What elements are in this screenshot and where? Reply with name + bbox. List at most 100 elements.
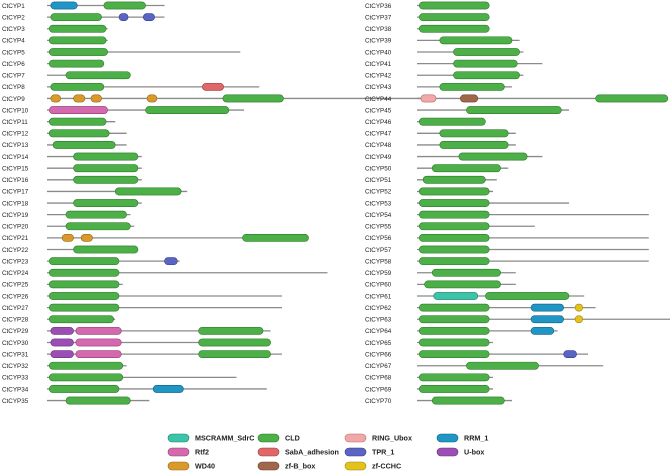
gene-label: CtCYP36 [365, 3, 392, 10]
domain-rrm-1 [530, 326, 555, 335]
gene-label: CtCYP1 [2, 3, 25, 10]
domain-u-box [50, 350, 74, 358]
domain-cld [458, 152, 528, 161]
gene-label: CtCYP68 [365, 375, 392, 382]
gene-label: CtCYP19 [2, 212, 29, 219]
gene-label: CtCYP64 [365, 328, 392, 335]
gene-label: CtCYP45 [365, 107, 392, 114]
gene-row: CtCYP61 [365, 292, 585, 300]
domain-cld [65, 396, 131, 405]
legend: MSCRAMM_SdrC CLD RING_Ubox RRM_1 Rtf2 SabA_ad… [167, 433, 488, 471]
gene-label: CtCYP11 [2, 119, 28, 126]
legend-item: zf-CCHC [344, 461, 401, 471]
gene-label: CtCYP3 [2, 26, 25, 33]
gene-row: CtCYP29 [2, 326, 271, 335]
gene-label: CtCYP70 [365, 398, 392, 405]
domain-cld [418, 117, 486, 126]
legend-swatch [344, 461, 367, 471]
gene-label: CtCYP48 [365, 142, 392, 149]
gene-label: CtCYP20 [2, 224, 29, 231]
legend-item: WD40 [167, 462, 215, 471]
domain-cld [73, 199, 139, 207]
domain-wd40 [50, 94, 61, 103]
gene-label: CtCYP50 [365, 165, 392, 172]
domain-zf-b-box [460, 94, 479, 103]
domain-cld [418, 257, 490, 266]
domain-cld [198, 350, 271, 358]
gene-label: CtCYP29 [2, 328, 29, 335]
gene-row: CtCYP46 [365, 117, 486, 126]
domain-cld [431, 268, 501, 277]
domain-cld [453, 59, 518, 68]
domain-tpr-1 [164, 257, 178, 266]
domain-cld [485, 292, 570, 300]
gene-label: CtCYP35 [2, 398, 29, 405]
domain-cld [466, 106, 562, 114]
gene-label: CtCYP55 [365, 224, 392, 231]
gene-row: CtCYP64 [365, 326, 558, 335]
gene-row: CtCYP23 [2, 257, 180, 266]
domain-cld [418, 234, 490, 242]
gene-label: CtCYP31 [2, 351, 29, 358]
domain-cld [466, 361, 539, 370]
legend-item: RRM_1 [436, 434, 488, 443]
gene-row: CtCYP37 [365, 13, 490, 22]
gene-label: CtCYP43 [365, 84, 392, 91]
domain-cld [418, 222, 490, 231]
domain-cld [114, 187, 182, 196]
gene-label: CtCYP9 [2, 96, 25, 103]
domain-rtf2 [75, 350, 122, 358]
gene-row: CtCYP8 [2, 82, 260, 91]
gene-row: CtCYP9 [2, 94, 423, 103]
domain-cld [418, 210, 490, 219]
domain-cld [48, 117, 107, 126]
gene-row: CtCYP1 [2, 1, 165, 10]
domain-cld [418, 338, 490, 347]
domain-wd40 [146, 94, 158, 103]
gene-row: CtCYP66 [365, 350, 588, 358]
gene-label: CtCYP13 [2, 142, 29, 149]
gene-label: CtCYP39 [365, 38, 392, 45]
legend-item: Rtf2 [167, 447, 209, 457]
gene-row: CtCYP55 [365, 222, 535, 231]
legend-label: CLD [285, 434, 300, 443]
gene-label: CtCYP65 [365, 340, 392, 347]
domain-cld [418, 245, 490, 254]
gene-column-left: CtCYP1 CtCYP2 CtCYP3 CtCYP4 CtCYP5 CtCYP6 CtCY… [2, 1, 423, 405]
legend-label: zf-B_box [285, 462, 315, 471]
gene-label: CtCYP60 [365, 282, 392, 289]
domain-cld [431, 396, 505, 405]
gene-row: CtCYP7 [2, 71, 131, 80]
gene-row: CtCYP63 [365, 315, 670, 324]
domain-mscramm-sdrc [433, 292, 479, 300]
legend-swatch [167, 447, 190, 457]
gene-label: CtCYP57 [365, 247, 392, 254]
domain-cld [418, 385, 490, 393]
gene-row: CtCYP33 [2, 373, 237, 382]
domain-cld [453, 71, 520, 80]
gene-row: CtCYP58 [365, 257, 649, 266]
gene-row: CtCYP31 [2, 350, 282, 358]
domain-cld [48, 36, 107, 45]
domain-rrm-1 [530, 315, 564, 324]
gene-label: CtCYP49 [365, 154, 392, 161]
gene-label: CtCYP44 [365, 96, 392, 103]
gene-row: CtCYP34 [2, 385, 267, 393]
domain-cld [418, 13, 490, 22]
gene-row: CtCYP56 [365, 234, 649, 242]
gene-row: CtCYP20 [2, 222, 135, 231]
gene-label: CtCYP61 [365, 293, 392, 300]
legend-item: zf-B_box [257, 462, 315, 471]
gene-row: CtCYP11 [2, 117, 116, 126]
legend-label: WD40 [195, 462, 215, 471]
gene-label: CtCYP6 [2, 61, 25, 68]
domain-cld [48, 303, 120, 312]
gene-label: CtCYP53 [365, 200, 392, 207]
legend-swatch [167, 433, 190, 443]
gene-row: CtCYP60 [365, 280, 516, 289]
legend-swatch [344, 447, 367, 457]
domain-cld [50, 82, 105, 91]
legend-label: RING_Ubox [372, 434, 412, 443]
gene-label: CtCYP47 [365, 131, 392, 138]
domain-cld [439, 141, 509, 149]
